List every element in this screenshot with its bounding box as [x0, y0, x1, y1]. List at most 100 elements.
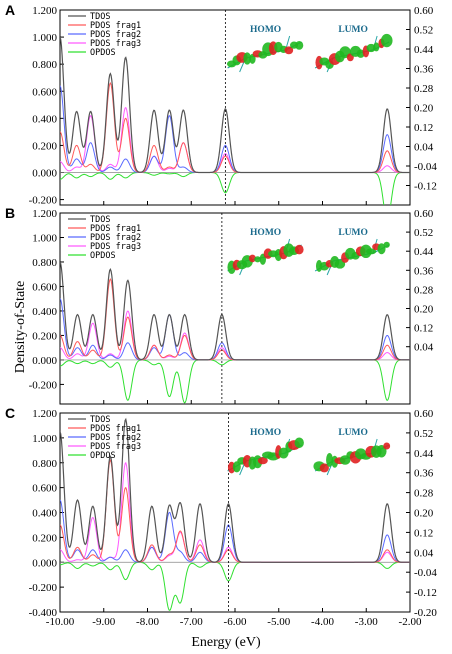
right-tick-label: 0.12	[414, 527, 433, 539]
x-axis-title: Energy (eV)	[191, 635, 261, 650]
legend-entry: PDOS frag2	[90, 433, 141, 443]
left-tick-label: 1.200	[32, 408, 57, 420]
lumo-label: LUMO	[338, 25, 368, 35]
homo-orbital-image	[227, 238, 304, 276]
right-tick-label: 0.52	[414, 428, 433, 440]
homo-label: HOMO	[250, 25, 281, 35]
y-axis-title: Density-of-State	[13, 281, 28, 374]
right-tick-label: 0.36	[414, 265, 434, 277]
x-tick-label: -4.00	[311, 616, 334, 628]
lumo-orbital-image	[314, 238, 390, 276]
right-tick-label: 0.44	[414, 448, 434, 460]
right-tick-label: 0.52	[414, 227, 433, 239]
left-tick-label: 1.200	[32, 5, 57, 17]
x-tick-label: -2.00	[399, 616, 422, 628]
legend-entry: PDOS frag1	[90, 21, 141, 31]
legend-entry: PDOS frag2	[90, 30, 141, 40]
left-tick-label: 0.600	[32, 483, 57, 495]
left-tick-label: 1.000	[32, 433, 57, 445]
left-tick-label: 1.000	[32, 32, 57, 44]
left-tick-label: 0.200	[32, 330, 57, 342]
left-tick-label: 0.000	[32, 355, 57, 367]
legend-entry: TDOS	[90, 12, 110, 22]
left-tick-label: 0.200	[32, 140, 57, 152]
right-tick-label: 0.28	[414, 284, 434, 296]
left-tick-label: 0.400	[32, 508, 57, 520]
left-tick-label: 0.000	[32, 168, 57, 180]
series-pdos-frag2	[60, 298, 410, 361]
left-tick-label: -0.400	[29, 607, 58, 619]
panel-label: C	[5, 405, 15, 421]
series-pdos-frag3	[60, 106, 410, 173]
series-tdos	[60, 36, 410, 174]
right-tick-label: 0.60	[414, 208, 434, 220]
x-tick-label: -10.00	[46, 616, 75, 628]
legend-entry: PDOS frag3	[90, 39, 141, 49]
left-tick-label: 0.400	[32, 306, 57, 318]
legend-entry: OPDOS	[90, 451, 116, 461]
left-tick-label: 0.000	[32, 557, 57, 569]
legend-entry: PDOS frag1	[90, 224, 141, 234]
series-pdos-frag2	[60, 499, 410, 563]
legend-entry: PDOS frag2	[90, 233, 141, 243]
right-tick-label: -0.20	[414, 607, 437, 619]
lumo-orbital-image	[313, 438, 391, 476]
right-tick-label: 0.36	[414, 64, 434, 76]
series-pdos-frag3	[60, 310, 410, 361]
series-opdos	[60, 561, 410, 611]
homo-label: HOMO	[250, 428, 281, 438]
panel-c: C -0.400 -0.200 0.000 0.200 0.400 0.600 0.800 1.…	[5, 405, 437, 628]
series-pdos-frag1	[60, 82, 410, 173]
lumo-orbital-image	[314, 33, 393, 73]
left-tick-label: 1.200	[32, 208, 57, 220]
left-tick-label: 1.000	[32, 232, 57, 244]
series-opdos	[60, 359, 410, 404]
right-tick-label: 0.04	[414, 142, 434, 154]
right-tick-label: 0.36	[414, 468, 434, 480]
legend-entry: PDOS frag3	[90, 242, 141, 252]
x-tick-label: -6.00	[224, 616, 247, 628]
x-tick-label: -7.00	[180, 616, 203, 628]
left-tick-label: 0.400	[32, 113, 57, 125]
legend-entry: PDOS frag3	[90, 442, 141, 452]
panel-b: B -0.200 0.000 0.200 0.400 0.600 0.800 1.000 1.2…	[5, 205, 434, 405]
lumo-label: LUMO	[338, 228, 368, 238]
left-tick-label: 0.600	[32, 86, 57, 98]
right-tick-label: 0.20	[414, 508, 434, 520]
right-tick-label: 0.60	[414, 5, 434, 17]
left-tick-label: -0.200	[29, 379, 58, 391]
right-tick-label: -0.04	[414, 161, 437, 173]
legend-entry: OPDOS	[90, 48, 116, 58]
legend-entry: PDOS frag1	[90, 424, 141, 434]
series-tdos	[60, 417, 410, 563]
right-tick-label: 0.52	[414, 25, 433, 37]
right-tick-label: 0.28	[414, 488, 434, 500]
left-tick-label: 0.600	[32, 281, 57, 293]
panel-a: A -0.200 0.000 0.200 0.400 0.600 0.800 1.000 1.2…	[5, 2, 437, 207]
right-tick-label: 0.28	[414, 83, 434, 95]
homo-label: HOMO	[250, 228, 281, 238]
lumo-label: LUMO	[338, 428, 368, 438]
x-tick-label: -5.00	[267, 616, 290, 628]
right-tick-label: 0.04	[414, 547, 434, 559]
right-tick-label: 0.60	[414, 408, 434, 420]
x-tick-label: -3.00	[355, 616, 378, 628]
x-tick-label: -8.00	[136, 616, 159, 628]
series-pdos-frag1	[60, 278, 410, 361]
legend-entry: TDOS	[90, 215, 110, 225]
left-tick-label: -0.200	[29, 582, 58, 594]
right-tick-label: 0.20	[414, 304, 434, 316]
homo-orbital-image	[227, 437, 304, 476]
right-tick-label: 0.04	[414, 342, 434, 354]
x-tick-label: -9.00	[92, 616, 115, 628]
left-tick-label: -0.200	[29, 195, 58, 207]
right-tick-label: -0.12	[414, 587, 437, 599]
right-tick-label: -0.12	[414, 181, 437, 193]
left-tick-label: 0.200	[32, 532, 57, 544]
legend-entry: TDOS	[90, 415, 110, 425]
panel-label: B	[5, 205, 15, 221]
